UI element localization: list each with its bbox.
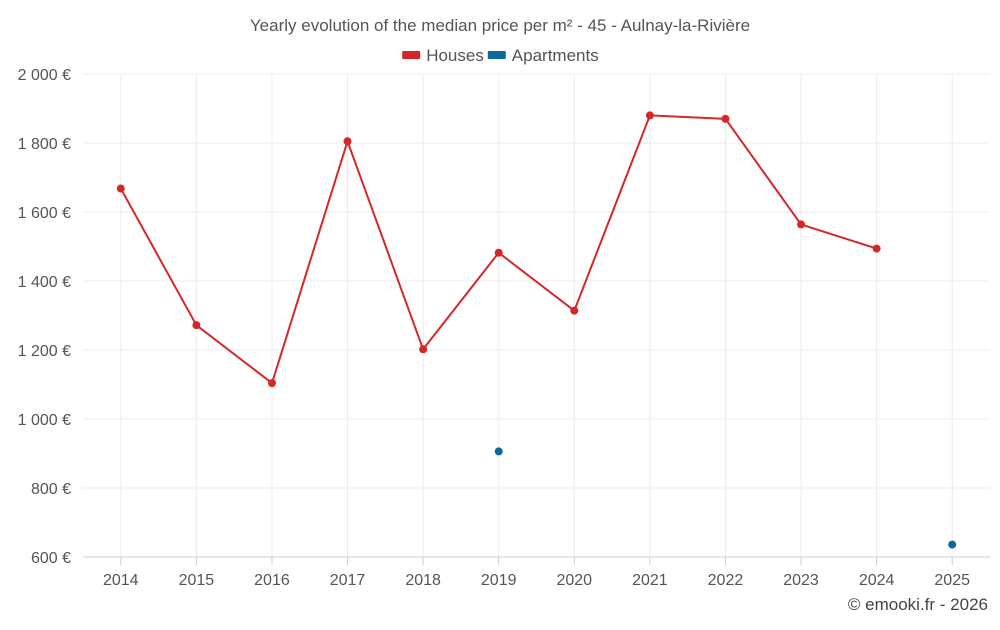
- data-point-houses: [570, 306, 579, 315]
- y-tick-label: 1 200 €: [18, 343, 71, 360]
- legend-item-apartments[interactable]: Apartments: [487, 46, 599, 65]
- y-tick-label: 1 400 €: [18, 274, 71, 291]
- x-tick-label: 2024: [859, 572, 895, 589]
- y-tick-label: 1 000 €: [18, 412, 71, 429]
- series-apartments: [494, 447, 957, 549]
- y-tick-label: 800 €: [31, 481, 71, 498]
- data-point-houses: [872, 244, 881, 253]
- x-tick-label: 2023: [783, 572, 819, 589]
- x-tick-label: 2018: [405, 572, 441, 589]
- x-tick-label: 2020: [556, 572, 592, 589]
- x-tick-label: 2019: [481, 572, 517, 589]
- y-tick-label: 2 000 €: [18, 67, 71, 84]
- data-point-houses: [419, 345, 428, 354]
- x-tick-label: 2017: [330, 572, 366, 589]
- axes: 600 € 800 € 1 000 € 1 200 € 1 400 € 1 600 € 1 …: [18, 67, 990, 589]
- y-tick-label: 1 800 €: [18, 136, 71, 153]
- legend-label-apartments: Apartments: [512, 46, 599, 65]
- grid: [83, 73, 990, 557]
- series-layer: [116, 111, 957, 549]
- data-point-apartments: [494, 447, 503, 456]
- data-point-houses: [797, 220, 806, 229]
- x-tick-label: 2025: [934, 572, 970, 589]
- legend-label-houses: Houses: [426, 46, 484, 65]
- legend: Houses Apartments: [402, 46, 599, 65]
- x-tick-label: 2021: [632, 572, 668, 589]
- x-tick-label: 2014: [103, 572, 139, 589]
- x-tick-label: 2022: [708, 572, 744, 589]
- data-point-houses: [343, 137, 352, 146]
- credit-text: © emooki.fr - 2026: [848, 595, 988, 614]
- chart-title: Yearly evolution of the median price per…: [250, 16, 750, 35]
- legend-swatch-apartments: [487, 51, 506, 59]
- x-tick-label: 2016: [254, 572, 290, 589]
- data-point-houses: [192, 321, 201, 330]
- y-tick-label: 1 600 €: [18, 205, 71, 222]
- data-point-houses: [267, 379, 276, 388]
- legend-item-houses[interactable]: Houses: [402, 46, 484, 65]
- data-point-houses: [645, 111, 654, 120]
- data-point-houses: [494, 248, 503, 257]
- data-point-apartments: [948, 540, 957, 549]
- series-houses: [116, 111, 881, 388]
- x-tick-label: 2015: [179, 572, 215, 589]
- data-point-houses: [721, 114, 730, 123]
- y-tick-label: 600 €: [31, 550, 71, 567]
- legend-swatch-houses: [402, 51, 421, 59]
- data-point-houses: [116, 184, 125, 193]
